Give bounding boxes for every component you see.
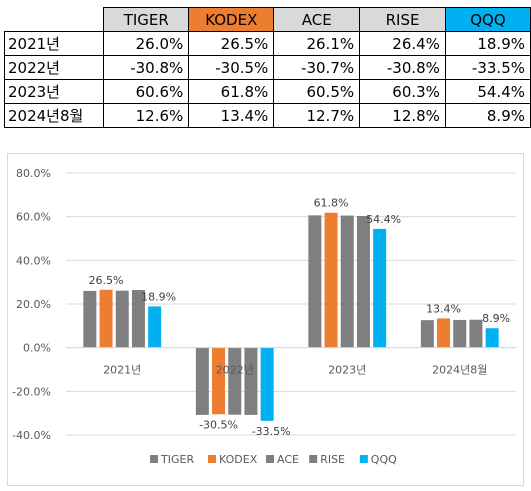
data-label: 8.9%: [482, 312, 510, 325]
table-cell: 60.3%: [359, 79, 446, 104]
bars: [83, 212, 499, 421]
y-tick-label: 60.0%: [16, 211, 51, 224]
returns-table: TIGER KODEX ACE RISE QQQ 2021년 26.0% 26.…: [3, 7, 531, 128]
bar-rise: [356, 216, 370, 348]
legend-swatch-ace: [266, 455, 274, 463]
legend-swatch-kodex: [208, 455, 216, 463]
bar-tiger: [420, 320, 434, 348]
data-label: 26.5%: [89, 274, 124, 287]
table-header-qqq: QQQ: [444, 7, 531, 32]
bar-kodex: [324, 212, 338, 348]
data-label: 18.9%: [141, 290, 176, 303]
table-cell: 60.6%: [103, 79, 190, 104]
table-cell: 26.1%: [273, 31, 361, 56]
table-header-tiger: TIGER: [103, 7, 190, 32]
table-cell: -30.8%: [103, 55, 190, 80]
table-row: 2023년 60.6% 61.8% 60.5% 60.3% 54.4%: [3, 79, 531, 104]
y-tick-label: -40.0%: [12, 429, 51, 442]
table-cell: 26.4%: [359, 31, 446, 56]
data-label: -33.5%: [252, 425, 291, 438]
table-cell: 60.5%: [273, 79, 361, 104]
legend-label: ACE: [277, 453, 299, 466]
bar-kodex: [212, 347, 226, 415]
x-category-label: 2024년8월: [432, 364, 487, 377]
bar-ace: [453, 319, 467, 348]
bar-ace: [228, 347, 242, 415]
table-cell: -30.8%: [359, 55, 446, 80]
bar-ace: [340, 215, 354, 348]
table-cell: 12.8%: [359, 103, 446, 128]
table-cell: 26.5%: [188, 31, 275, 56]
table-row: 2024년8월 12.6% 13.4% 12.7% 12.8% 8.9%: [3, 103, 531, 128]
bar-kodex: [99, 289, 113, 348]
bar-qqq: [373, 228, 387, 348]
bar-chart-panel: 80.0% 60.0% 40.0% 20.0% 0.0% -20.0% -40.0% 202…: [7, 153, 524, 486]
bar-qqq: [485, 328, 499, 348]
table-cell: 12.7%: [273, 103, 361, 128]
x-axis-categories: 2021년 2022년 2023년 2024년8월: [103, 364, 487, 377]
table-cell-year: 2024년8월: [3, 103, 105, 128]
table-header-ace: ACE: [273, 7, 361, 32]
table-row: 2022년 -30.8% -30.5% -30.7% -30.8% -33.5%: [3, 55, 531, 80]
data-label: 54.4%: [366, 213, 401, 226]
legend-swatch-rise: [309, 455, 318, 463]
x-category-label: 2023년: [328, 364, 366, 377]
legend-label: QQQ: [371, 453, 397, 466]
bar-tiger: [195, 347, 209, 415]
table-header-row: TIGER KODEX ACE RISE QQQ: [4, 7, 531, 32]
y-tick-label: 20.0%: [16, 298, 51, 311]
table-cell: 8.9%: [444, 103, 531, 128]
y-tick-label: -20.0%: [12, 385, 51, 398]
bar-qqq: [148, 306, 162, 348]
bar-rise: [244, 347, 258, 415]
bar-qqq: [260, 347, 274, 421]
data-label: 13.4%: [426, 302, 461, 315]
table-cell: 12.6%: [103, 103, 190, 128]
legend: TIGER KODEX ACE RISE QQQ: [150, 453, 397, 466]
table-cell: -33.5%: [444, 55, 531, 80]
legend-label: RISE: [320, 453, 345, 466]
x-category-label: 2021년: [103, 364, 141, 377]
bar-rise: [131, 290, 145, 348]
data-label: 61.8%: [314, 197, 349, 210]
y-tick-label: 40.0%: [16, 254, 51, 267]
table-cell: 18.9%: [444, 31, 531, 56]
data-label: -30.5%: [199, 418, 238, 431]
table-cell: 61.8%: [188, 79, 275, 104]
bar-ace: [115, 290, 129, 348]
bar-tiger: [83, 290, 97, 348]
legend-swatch-tiger: [150, 455, 158, 463]
data-labels: 26.5% 18.9% -30.5% -33.5% 61.8% 54.4% 13.4% 8.9…: [89, 197, 511, 438]
x-category-label: 2022년: [216, 364, 254, 377]
bar-tiger: [308, 215, 322, 348]
table-cell: 26.0%: [103, 31, 190, 56]
table-cell-year: 2023년: [3, 79, 105, 104]
table-row: 2021년 26.0% 26.5% 26.1% 26.4% 18.9%: [3, 31, 531, 56]
table-cell-year: 2022년: [3, 55, 105, 80]
table-cell-year: 2021년: [3, 31, 105, 56]
table-header-rise: RISE: [359, 7, 446, 32]
y-axis-ticks: 80.0% 60.0% 40.0% 20.0% 0.0% -20.0% -40.0%: [12, 167, 51, 442]
bar-chart: 80.0% 60.0% 40.0% 20.0% 0.0% -20.0% -40.0% 202…: [12, 167, 516, 466]
y-tick-label: 80.0%: [16, 167, 51, 180]
table-cell: 54.4%: [444, 79, 531, 104]
table-cell: 13.4%: [188, 103, 275, 128]
table-header-blank: [4, 7, 105, 32]
legend-label: TIGER: [160, 453, 194, 466]
table-header-kodex: KODEX: [188, 7, 275, 32]
legend-swatch-qqq: [359, 455, 368, 463]
bar-kodex: [437, 318, 451, 348]
bar-rise: [469, 319, 483, 348]
table-cell: -30.7%: [273, 55, 361, 80]
y-tick-label: 0.0%: [23, 342, 51, 355]
table-cell: -30.5%: [188, 55, 275, 80]
legend-label: KODEX: [219, 453, 258, 466]
